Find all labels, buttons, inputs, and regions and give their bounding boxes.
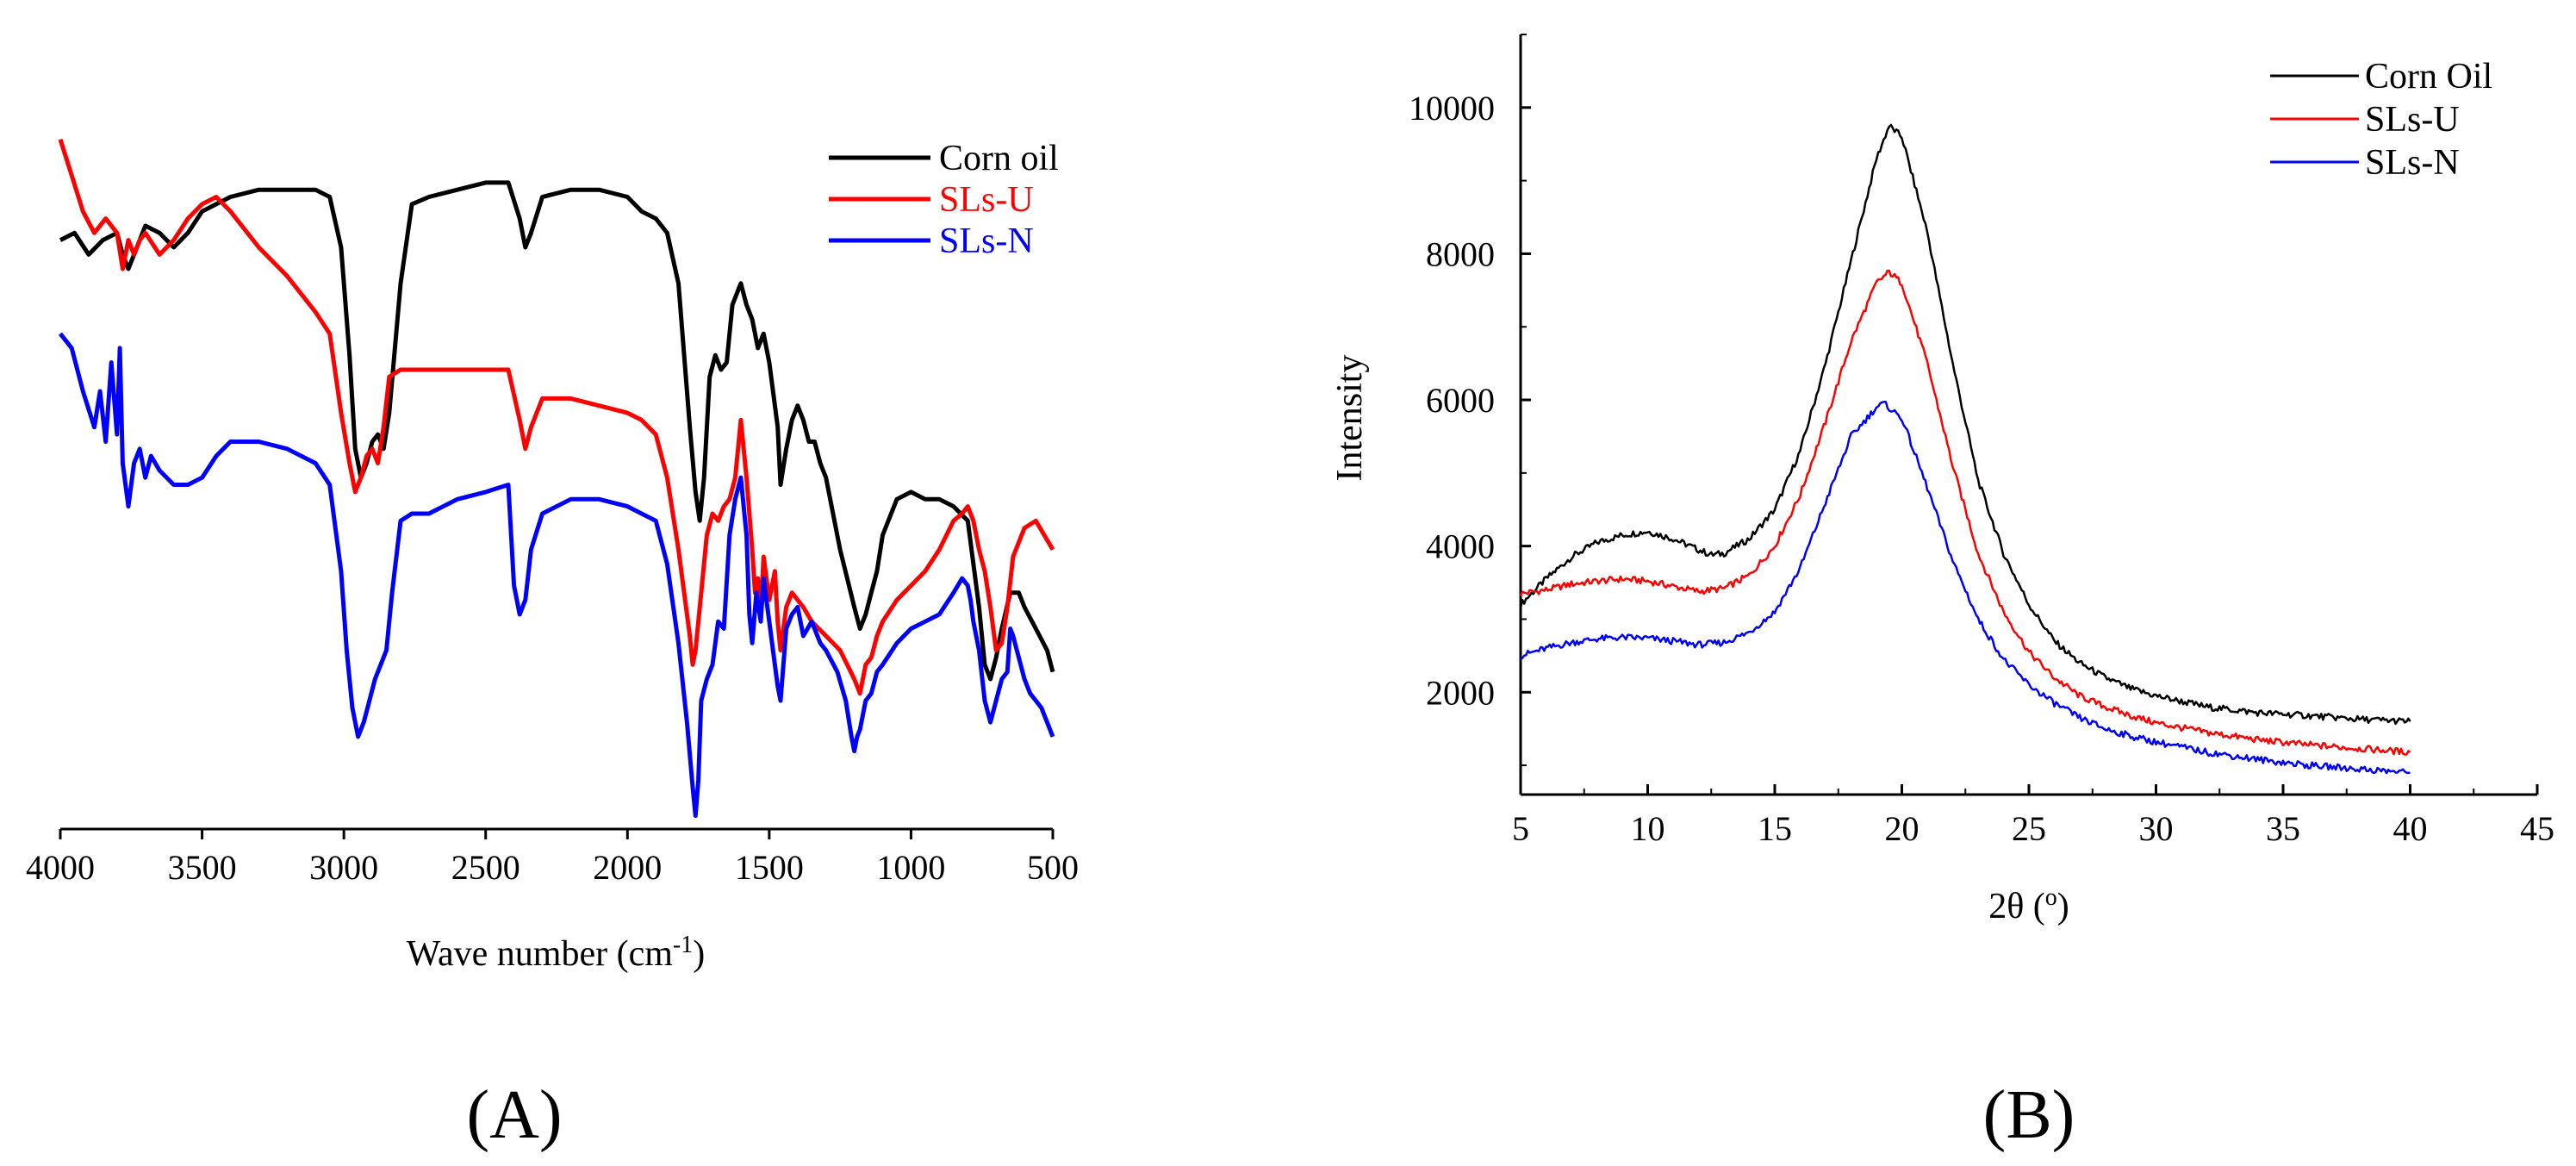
chart-a-series-line-0: [59, 180, 1055, 682]
chart-b-y-tick-label: 4000: [1426, 527, 1495, 566]
chart-a-x-tick-label: 3000: [309, 848, 378, 887]
chart-b-panel-label: (B): [1983, 1077, 2075, 1153]
chart-b-legend-label: SLs-U: [2365, 100, 2460, 140]
chart-a-series-line-1: [58, 139, 1055, 696]
chart-b-x-tick-label: 45: [2520, 809, 2554, 848]
chart-b-y-tick-label: 2000: [1426, 673, 1495, 712]
chart-a-series: [58, 139, 1055, 819]
chart-a-x-tick-label: 1000: [876, 848, 945, 887]
chart-a-x-tick-label: 2000: [593, 848, 662, 887]
chart-b-y-tick-label: 6000: [1426, 381, 1495, 420]
chart-a-panel-label: (A): [466, 1077, 562, 1153]
chart-b-x-tick-label: 10: [1631, 809, 1665, 848]
chart-a-x-label: Wave number (cm-1): [407, 932, 705, 975]
chart-a-x-tick-label: 1500: [735, 848, 804, 887]
chart-b-legend-label: Corn Oil: [2365, 57, 2492, 97]
chart-b-series-line-2: [1520, 401, 2411, 775]
chart-b-x-tick-label: 5: [1512, 809, 1529, 848]
chart-b-series-line-1: [1519, 269, 2411, 756]
chart-a-legend-label: SLs-N: [939, 221, 1034, 261]
chart-a-legend-label: Corn oil: [939, 139, 1059, 178]
chart-b-legend-label: SLs-N: [2365, 143, 2460, 183]
chart-a-x-tick-label: 500: [1027, 848, 1079, 887]
chart-a: 4000 3500 3000 2500 2000 1500 1000 500 Wave num…: [26, 139, 1079, 1153]
chart-b-x-tick-label: 20: [1885, 809, 1920, 848]
chart-a-x-tick-label: 3500: [168, 848, 237, 887]
chart-a-x-tick-label: 4000: [26, 848, 95, 887]
chart-b-series-line-0: [1519, 123, 2411, 726]
chart-b-x-tick-label: 30: [2139, 809, 2174, 848]
chart-b-y-tick-label: 10000: [1409, 89, 1495, 128]
chart-a-x-ticks: 4000 3500 3000 2500 2000 1500 1000 500: [26, 829, 1079, 887]
chart-b-y-label: Intensity: [1330, 355, 1370, 482]
chart-b-ticks: 5 10 15 20 25 30 35 40 45 2000 4000 6000 8000 10000: [1409, 34, 2554, 848]
chart-b-x-tick-label: 35: [2266, 809, 2300, 848]
chart-b-y-tick-label: 8000: [1426, 234, 1495, 273]
chart-b-x-tick-label: 40: [2393, 809, 2428, 848]
chart-b-x-tick-label: 15: [1758, 809, 1792, 848]
chart-b-x-label: 2θ (o): [1988, 884, 2069, 927]
chart-a-series-line-2: [59, 332, 1055, 819]
chart-b: 5 10 15 20 25 30 35 40 45 2000 4000 6000 8000 10000 2…: [1330, 34, 2554, 1153]
chart-a-x-tick-label: 2500: [451, 848, 520, 887]
chart-b-x-tick-label: 25: [2012, 809, 2046, 848]
chart-b-series: [1519, 123, 2411, 775]
chart-a-legend-label: SLs-U: [939, 180, 1034, 220]
